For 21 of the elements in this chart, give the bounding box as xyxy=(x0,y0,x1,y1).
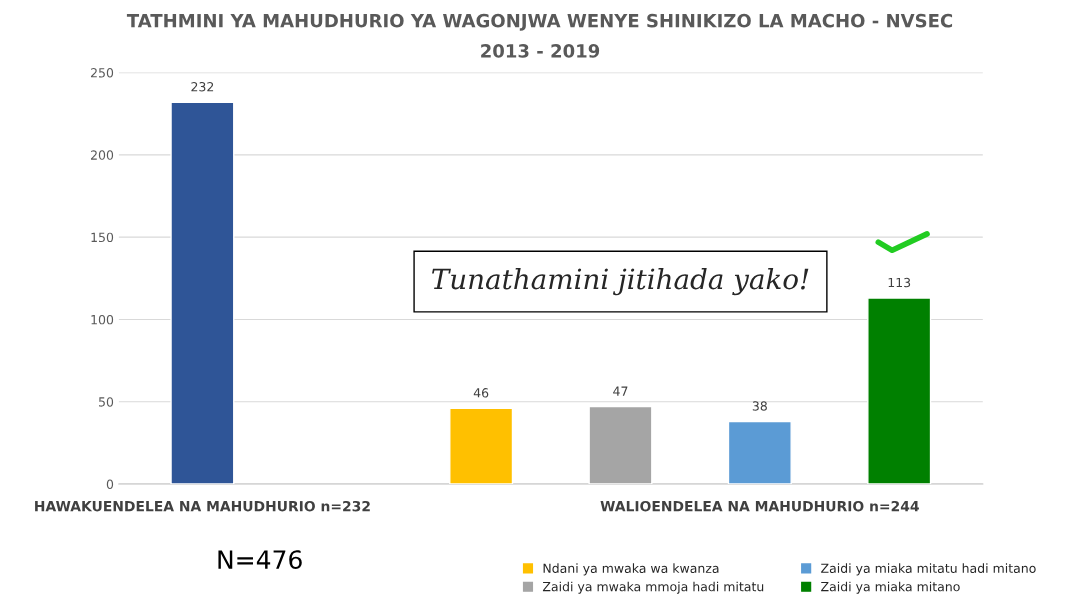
x-tick-label: HAWAKUENDELEA NA MAHUDHURIO n=232 xyxy=(35,500,370,512)
chart-title: TATHMINI YA MAHUDHURIO YA WAGONJWA WENYE SHINIKIZO LA MACHO - NVSEC xyxy=(126,13,953,31)
y-tick-label: 0 xyxy=(106,479,114,489)
chart-subtitle: 2013 - 2019 xyxy=(481,44,600,58)
data-label: 46 xyxy=(473,388,489,398)
data-label: 232 xyxy=(191,82,214,92)
data-label: 47 xyxy=(613,386,628,396)
y-tick-label: 200 xyxy=(91,150,114,160)
y-tick-label: 100 xyxy=(91,314,114,325)
annotation: Tunathamini jitihada yako! xyxy=(432,267,809,296)
y-tick-label: 50 xyxy=(99,397,114,407)
data-label: 38 xyxy=(752,401,767,411)
text: N=476 xyxy=(218,550,302,570)
legend-label: Ndani ya mwaka wa kwanza xyxy=(543,563,719,576)
y-tick-label: 250 xyxy=(91,68,114,78)
y-tick-label: 150 xyxy=(91,232,114,243)
x-tick-label: WALIOENDELEA NA MAHUDHURIO n=244 xyxy=(600,500,919,512)
legend-label: Zaidi ya mwaka mmoja hadi mitatu xyxy=(542,581,764,594)
legend-label: Zaidi ya miaka mitano xyxy=(821,581,960,594)
data-label: 113 xyxy=(888,277,911,288)
legend-label: Zaidi ya miaka mitatu hadi mitano xyxy=(821,563,1036,576)
